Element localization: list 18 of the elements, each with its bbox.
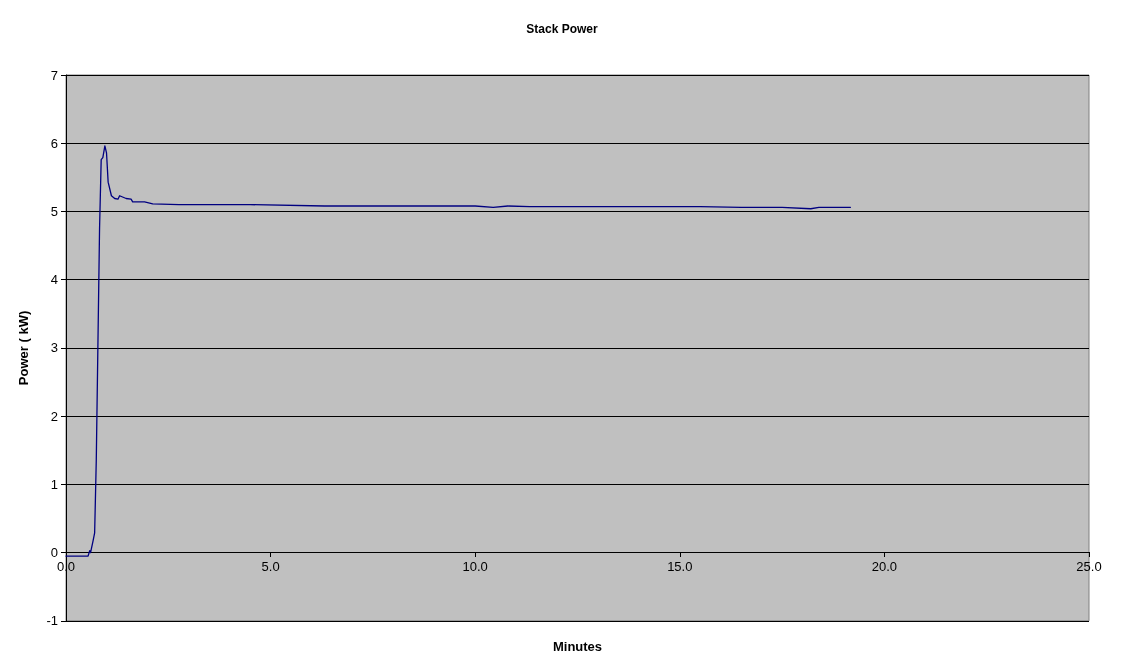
y-tick-label: -1 xyxy=(46,613,58,629)
y-tick-label: 2 xyxy=(50,408,58,424)
y-axis-title: Power ( kW) xyxy=(16,310,31,386)
x-tick-label: 5.0 xyxy=(261,559,280,574)
y-tick-label: 4 xyxy=(50,272,58,288)
x-tick-label: 15.0 xyxy=(667,559,693,574)
x-tick-label: 10.0 xyxy=(462,559,488,574)
y-tick-label: 6 xyxy=(50,135,58,151)
chart-title: Stack Power xyxy=(526,22,599,36)
y-tick-label: 5 xyxy=(50,203,58,219)
x-tick-label: 20.0 xyxy=(871,559,898,574)
line-series xyxy=(65,145,852,557)
y-tick-label: 3 xyxy=(50,340,58,356)
y-tick-label: 1 xyxy=(50,476,58,492)
y-tick-label: 0 xyxy=(50,545,58,561)
x-tick-label: 25.0 xyxy=(1076,559,1102,574)
x-axis-title: Minutes xyxy=(552,639,603,654)
y-tick-label: 7 xyxy=(50,67,58,83)
